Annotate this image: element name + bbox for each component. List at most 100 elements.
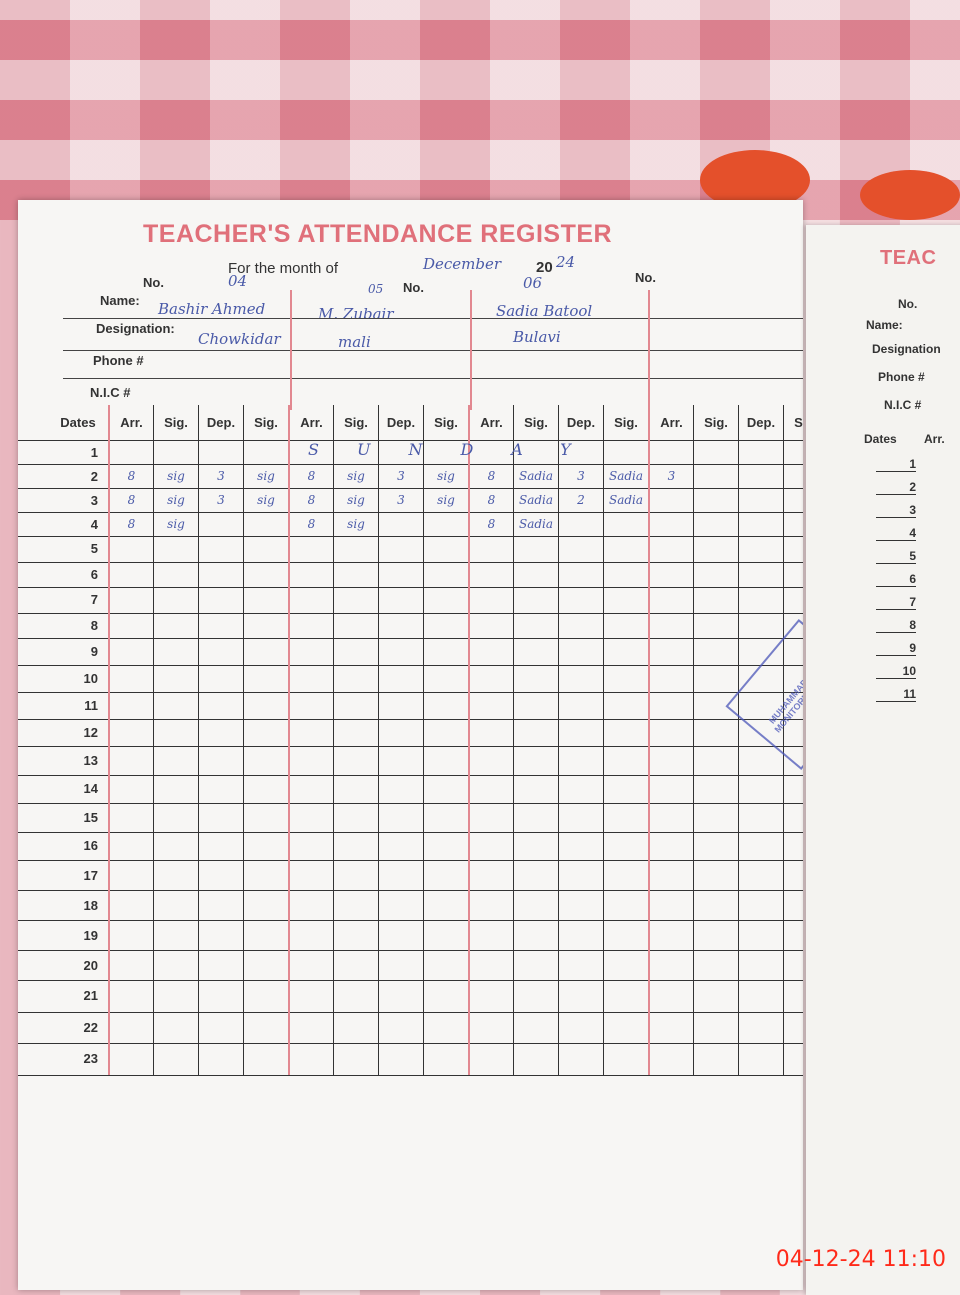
attendance-cell — [153, 890, 198, 920]
attendance-cell — [693, 719, 738, 746]
attendance-cell — [243, 890, 288, 920]
attendance-cell — [783, 638, 803, 665]
attendance-cell — [198, 803, 243, 832]
teacher-designation: mali — [338, 333, 371, 351]
attendance-cell — [153, 920, 198, 950]
attendance-cell — [648, 920, 693, 950]
attendance-cell — [243, 860, 288, 890]
attendance-cell — [333, 746, 378, 775]
attendance-cell — [288, 536, 333, 562]
attendance-cell: sig — [333, 488, 378, 512]
date-cell: 6 — [876, 572, 916, 587]
attendance-cell — [603, 440, 648, 464]
attendance-cell — [108, 980, 153, 1012]
date-cell: 4 — [90, 516, 98, 532]
stamp-text: MUHAMMAD ... CR MONITORING DISTT — [766, 657, 803, 735]
month-value: December — [423, 255, 502, 273]
attendance-cell — [378, 774, 423, 803]
attendance-cell — [198, 561, 243, 587]
attendance-cell — [783, 860, 803, 890]
date-cell: 19 — [83, 927, 98, 943]
attendance-cell — [603, 890, 648, 920]
attendance-cell — [693, 774, 738, 803]
date-cell: 2 — [876, 480, 916, 495]
attendance-cell — [378, 665, 423, 692]
attendance-cell — [468, 665, 513, 692]
table-row: 22 — [18, 1011, 803, 1044]
attendance-cell — [108, 920, 153, 950]
attendance-cell — [558, 587, 603, 613]
attendance-cell — [603, 860, 648, 890]
attendance-cell — [378, 746, 423, 775]
attendance-cell — [693, 860, 738, 890]
attendance-cell — [648, 561, 693, 587]
attendance-cell — [513, 920, 558, 950]
column-header: Sig. — [243, 405, 288, 440]
attendance-cell — [198, 665, 243, 692]
attendance-cell — [378, 890, 423, 920]
attendance-cell — [108, 803, 153, 832]
attendance-cell — [468, 980, 513, 1012]
attendance-cell — [558, 803, 603, 832]
attendance-cell — [513, 980, 558, 1012]
table-row: 2 8 sig 3 sig 8 sig 3 sig 8 Sadia 3 Sadia 3 — [18, 464, 803, 489]
attendance-cell — [693, 920, 738, 950]
attendance-cell — [468, 920, 513, 950]
column-header: Arr. — [468, 405, 513, 440]
teacher-name: M. Zubair — [318, 305, 394, 323]
attendance-cell — [288, 719, 333, 746]
attendance-cell — [648, 612, 693, 638]
dates-label: Dates — [864, 432, 897, 446]
attendance-cell — [693, 665, 738, 692]
attendance-cell — [153, 587, 198, 613]
attendance-cell — [603, 665, 648, 692]
attendance-cell — [288, 561, 333, 587]
attendance-cell: 3 — [198, 488, 243, 512]
attendance-cell — [108, 831, 153, 860]
attendance-cell — [513, 950, 558, 980]
attendance-cell — [153, 612, 198, 638]
column-header: Sig. — [423, 405, 468, 440]
attendance-cell: 8 — [108, 512, 153, 536]
date-cell: 22 — [83, 1019, 98, 1035]
attendance-cell — [648, 719, 693, 746]
attendance-cell — [423, 665, 468, 692]
date-cell: 10 — [83, 671, 98, 686]
attendance-cell — [783, 464, 803, 488]
date-cell: 3 — [876, 503, 916, 518]
date-cell: 8 — [876, 618, 916, 633]
attendance-cell — [738, 980, 783, 1012]
attendance-cell — [378, 803, 423, 832]
table-row: 8 — [18, 612, 803, 639]
attendance-cell: 8 — [108, 488, 153, 512]
attendance-cell: 3 — [378, 464, 423, 488]
attendance-cell — [288, 860, 333, 890]
attendance-cell — [513, 561, 558, 587]
attendance-cell — [603, 1011, 648, 1043]
tablecloth-background — [0, 0, 960, 220]
attendance-cell — [468, 587, 513, 613]
attendance-cell — [423, 1011, 468, 1043]
date-cell: 23 — [83, 1051, 98, 1067]
attendance-cell — [693, 746, 738, 775]
attendance-cell — [108, 440, 153, 464]
date-cell: 10 — [876, 664, 916, 679]
attendance-cell — [603, 638, 648, 665]
attendance-cell — [108, 950, 153, 980]
attendance-cell — [738, 440, 783, 464]
attendance-cell — [513, 719, 558, 746]
attendance-cell — [513, 1043, 558, 1075]
attendance-cell — [243, 638, 288, 665]
attendance-cell — [333, 860, 378, 890]
attendance-cell — [558, 612, 603, 638]
attendance-cell — [693, 803, 738, 832]
column-header: Arr. — [108, 405, 153, 440]
column-header: Dep. — [378, 405, 423, 440]
attendance-cell — [648, 692, 693, 719]
attendance-cell — [513, 803, 558, 832]
attendance-cell — [243, 561, 288, 587]
date-cell: 17 — [83, 867, 98, 883]
attendance-cell — [288, 612, 333, 638]
attendance-cell — [513, 612, 558, 638]
attendance-cell — [198, 719, 243, 746]
